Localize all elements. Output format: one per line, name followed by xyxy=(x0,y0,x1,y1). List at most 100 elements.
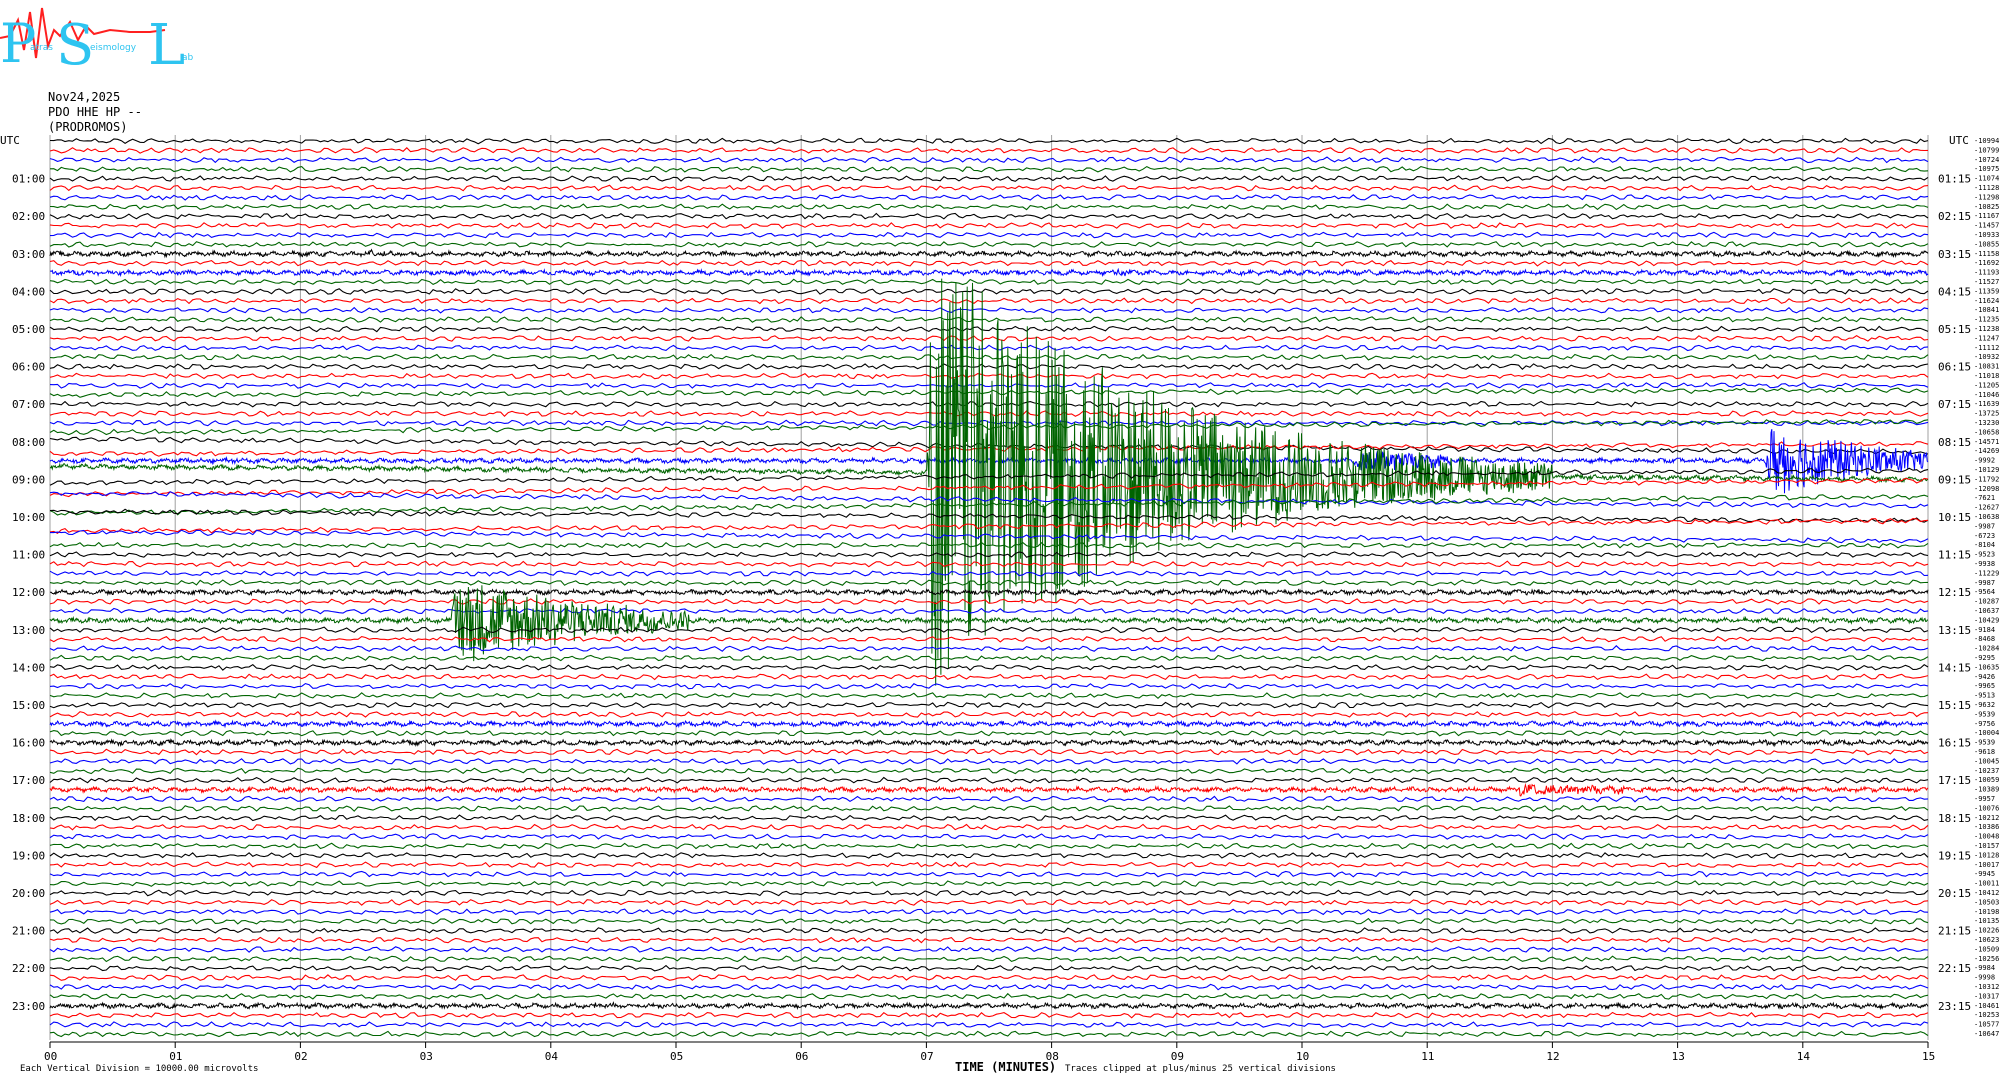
trace-offset-label: -10975 xyxy=(1974,165,1999,173)
logo-small-3: ab xyxy=(182,53,194,63)
trace-offset-label: -11527 xyxy=(1974,278,1999,286)
right-axis-label: 14:15 xyxy=(1938,661,1971,674)
trace-offset-label: -10577 xyxy=(1974,1021,1999,1029)
trace-row xyxy=(49,955,1929,963)
trace-row xyxy=(49,983,1929,991)
trace-offset-label: -11205 xyxy=(1974,381,1999,389)
trace-offset-label: -10256 xyxy=(1974,955,1999,963)
trace-row xyxy=(49,936,1929,944)
trace-offset-label: -10994 xyxy=(1974,137,1999,145)
trace-offset-label: -10076 xyxy=(1974,804,1999,812)
right-axis-label: 11:15 xyxy=(1938,549,1971,562)
trace-offset-label: -10831 xyxy=(1974,363,1999,371)
trace-row xyxy=(49,710,1929,718)
trace-offset-label: -9756 xyxy=(1974,720,1995,728)
trace-row xyxy=(49,861,1929,869)
trace-offset-label: -9513 xyxy=(1974,692,1995,700)
trace-row xyxy=(49,419,1929,427)
trace-offset-label: -10253 xyxy=(1974,1011,1999,1019)
trace-offset-label: -9426 xyxy=(1974,673,1995,681)
trace-row xyxy=(49,852,1929,859)
trace-offset-label: -11639 xyxy=(1974,400,1999,408)
trace-offset-label: -10658 xyxy=(1974,428,1999,436)
trace-row xyxy=(49,194,1929,201)
trace-row xyxy=(49,231,1929,239)
x-axis-tick-label: 01 xyxy=(169,1050,182,1063)
trace-offset-label: -10059 xyxy=(1974,776,1999,784)
trace-row xyxy=(49,410,1929,417)
right-axis-label: 02:15 xyxy=(1938,210,1971,223)
trace-row xyxy=(49,974,1929,982)
left-axis-label: 10:00 xyxy=(12,511,45,524)
trace-offset-label: -9984 xyxy=(1974,964,1995,972)
clip-note: Traces clipped at plus/minus 25 vertical… xyxy=(1065,1064,1336,1074)
trace-row xyxy=(49,441,1929,457)
right-axis-label: 12:15 xyxy=(1938,586,1971,599)
trace-offset-label: -10635 xyxy=(1974,663,1999,671)
trace-offset-label: -9539 xyxy=(1974,710,1995,718)
trace-row xyxy=(49,964,1929,972)
trace-offset-label: -10312 xyxy=(1974,983,1999,991)
trace-row xyxy=(49,692,1929,700)
trace-offset-label: -11457 xyxy=(1974,222,1999,230)
trace-offset-label: -10004 xyxy=(1974,729,1999,737)
trace-row xyxy=(49,382,1929,389)
trace-row xyxy=(49,518,1929,534)
trace-offset-label: -10933 xyxy=(1974,231,1999,239)
trace-row xyxy=(49,363,1929,371)
trace-row xyxy=(49,344,1929,352)
trace-row xyxy=(50,529,1929,544)
trace-row xyxy=(49,175,1929,183)
trace-row xyxy=(49,184,1929,192)
trace-offset-label: -10284 xyxy=(1974,645,1999,653)
trace-offset-label: -12098 xyxy=(1974,485,1999,493)
trace-offset-label: -10623 xyxy=(1974,936,1999,944)
trace-offset-label: -12627 xyxy=(1974,504,1999,512)
trace-offset-label: -9539 xyxy=(1974,739,1995,747)
trace-offset-label: -11692 xyxy=(1974,259,1999,267)
trace-row xyxy=(49,908,1929,916)
right-axis-label: 06:15 xyxy=(1938,361,1971,374)
trace-offset-label: -10503 xyxy=(1974,898,1999,906)
trace-offset-label: -7621 xyxy=(1974,494,1995,502)
trace-offset-label: -10386 xyxy=(1974,823,1999,831)
trace-offset-label: -11193 xyxy=(1974,269,1999,277)
left-axis-label: 23:00 xyxy=(12,1000,45,1013)
trace-row xyxy=(49,682,1929,690)
right-axis-label: 10:15 xyxy=(1938,511,1971,524)
left-axis-label: 02:00 xyxy=(12,210,45,223)
trace-offset-label: -10128 xyxy=(1974,851,1999,859)
trace-row xyxy=(49,663,1929,671)
trace-row xyxy=(49,748,1929,756)
right-axis-title: UTC xyxy=(1949,134,1969,147)
x-axis-tick-label: 09 xyxy=(1171,1050,1184,1063)
trace-row xyxy=(49,673,1929,681)
trace-offset-label: -10825 xyxy=(1974,203,1999,211)
trace-offset-label: -10638 xyxy=(1974,513,1999,521)
header-date: Nov24,2025 xyxy=(48,90,121,104)
left-axis-label: 21:00 xyxy=(12,925,45,938)
trace-offset-label: -11018 xyxy=(1974,372,1999,380)
trace-offset-label: -10198 xyxy=(1974,908,1999,916)
right-axis-label: 21:15 xyxy=(1938,925,1971,938)
trace-offset-label: -9957 xyxy=(1974,795,1995,803)
trace-row xyxy=(49,782,1929,797)
left-axis-label: 03:00 xyxy=(12,248,45,261)
x-axis-tick-label: 11 xyxy=(1421,1050,1434,1063)
trace-row xyxy=(49,241,1929,248)
right-axis-label: 22:15 xyxy=(1938,962,1971,975)
trace-offset-label: -10724 xyxy=(1974,156,1999,164)
trace-offset-label: -9632 xyxy=(1974,701,1995,709)
right-axis-label: 18:15 xyxy=(1938,812,1971,825)
left-axis-label: 18:00 xyxy=(12,812,45,825)
trace-offset-label: -11229 xyxy=(1974,569,1999,577)
trace-offset-label: -10226 xyxy=(1974,927,1999,935)
right-axis-label: 05:15 xyxy=(1938,323,1971,336)
trace-row xyxy=(49,372,1929,380)
trace-row xyxy=(49,387,1929,398)
trace-offset-label: -11158 xyxy=(1974,250,1999,258)
trace-offset-label: -9945 xyxy=(1974,870,1995,878)
trace-row xyxy=(49,795,1929,803)
trace-row xyxy=(49,1021,1929,1028)
x-axis-tick-label: 05 xyxy=(670,1050,683,1063)
